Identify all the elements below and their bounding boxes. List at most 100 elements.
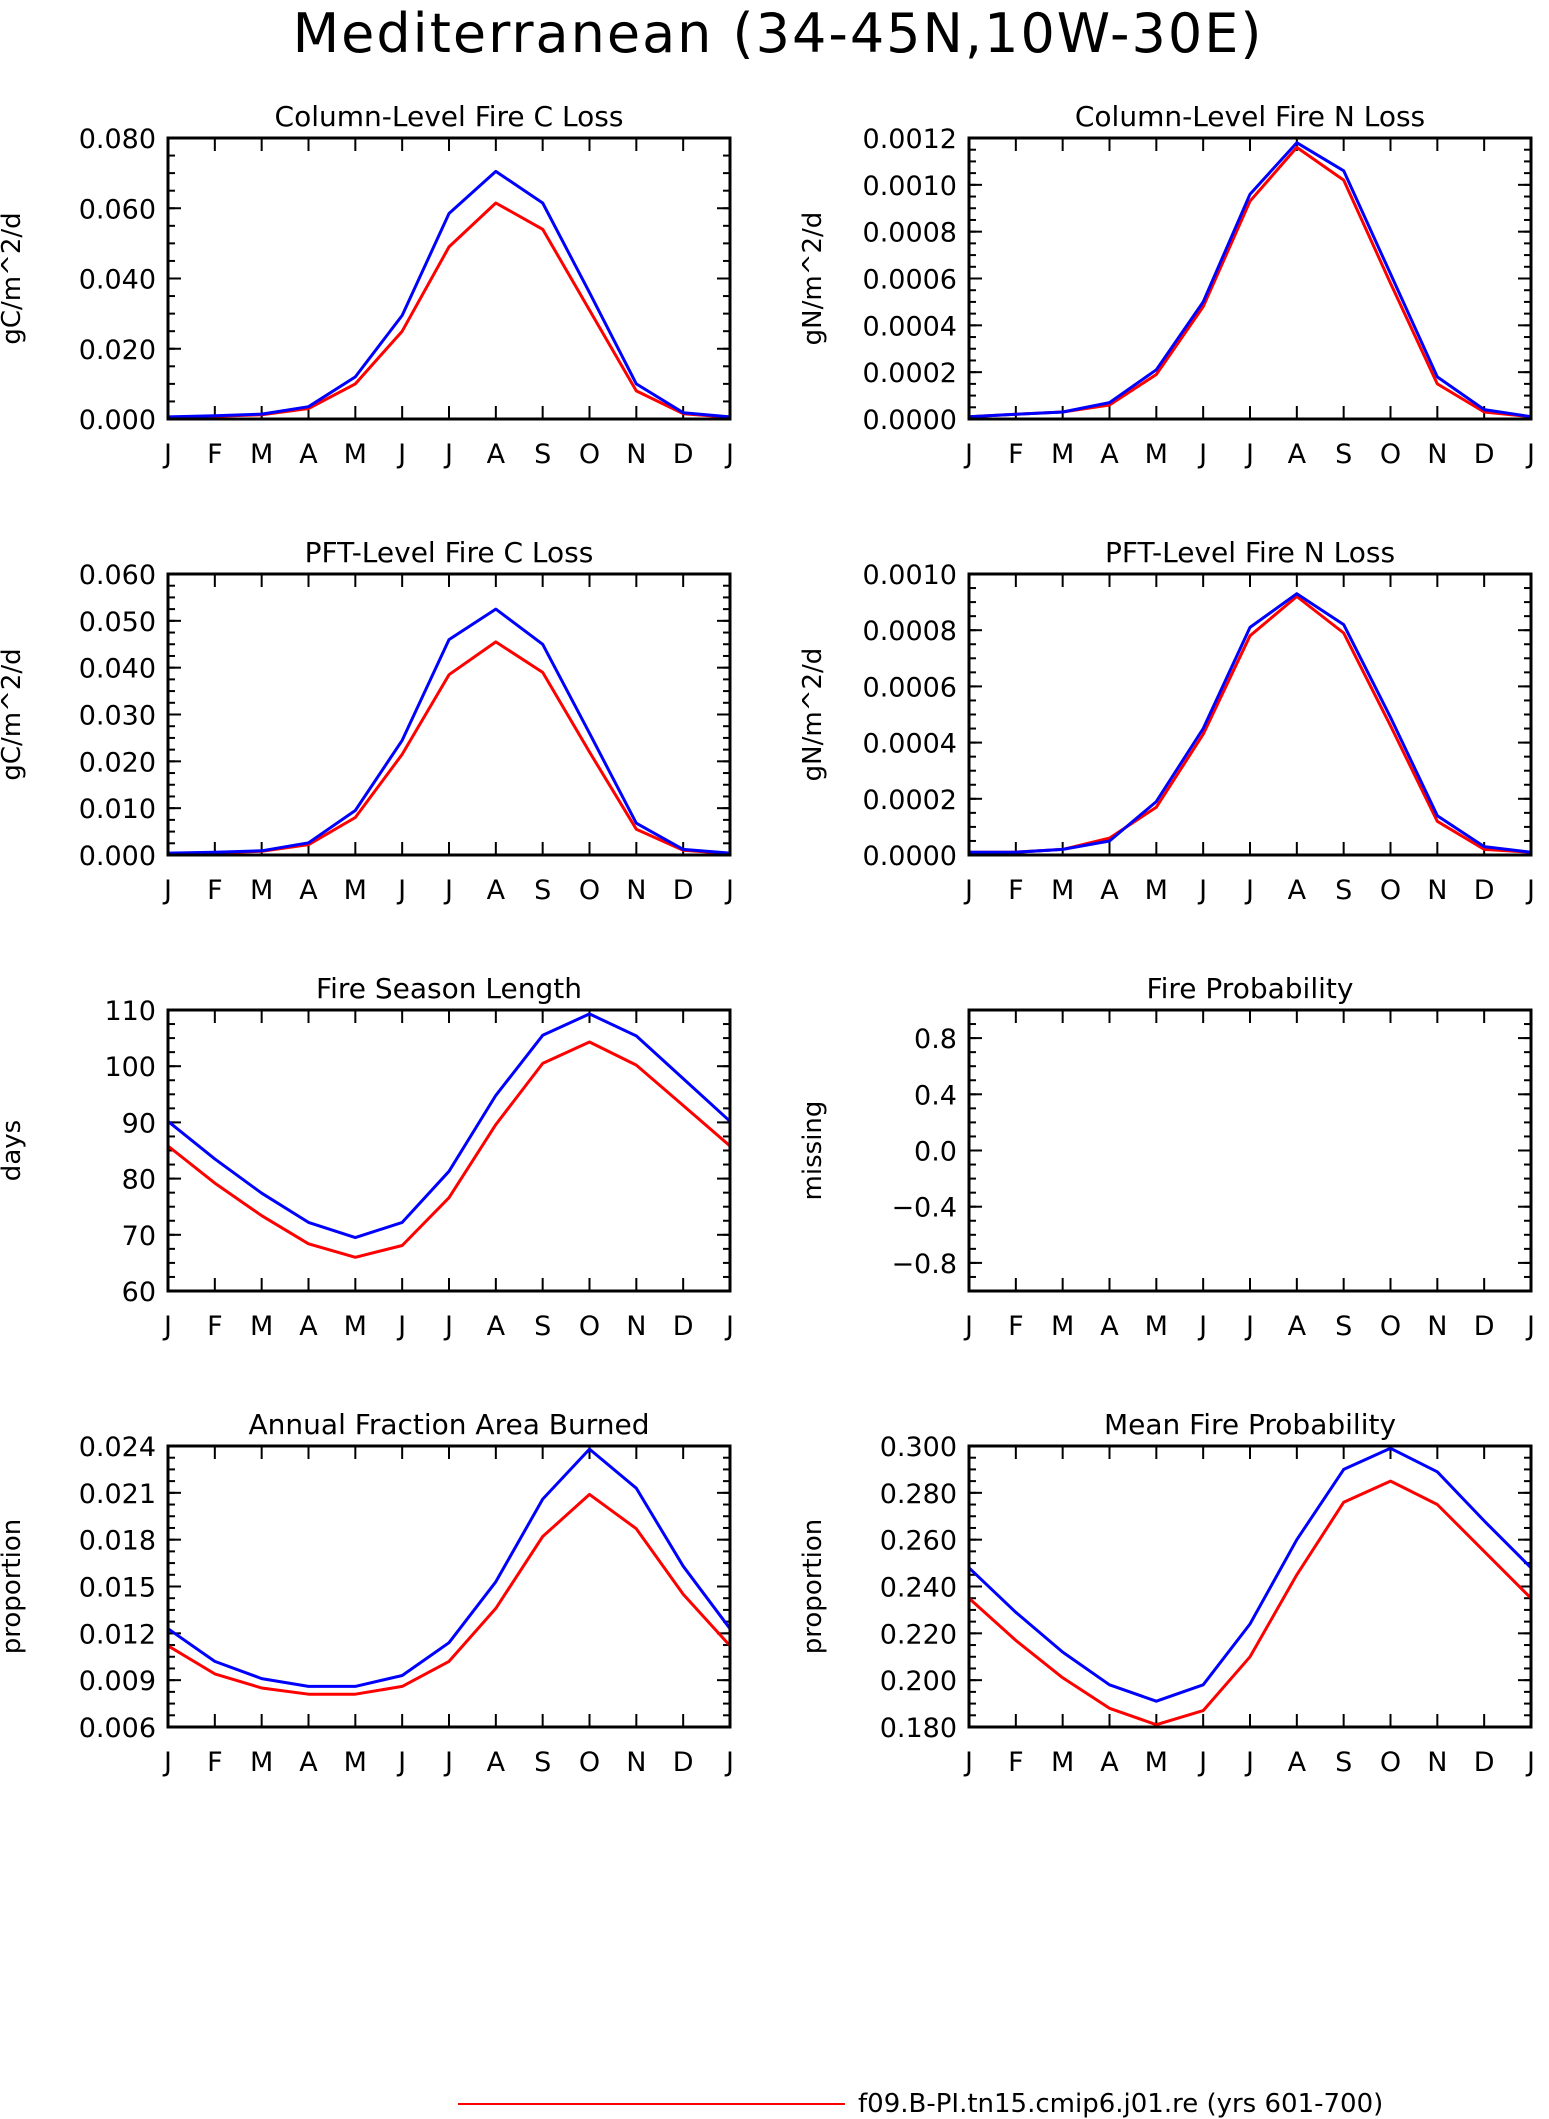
- panel-column-level-fire-c-loss-xtick-label: J: [396, 439, 406, 470]
- panel-fire-season-length-ytick-label: 70: [122, 1221, 156, 1252]
- panel-column-level-fire-n-loss-ytick-label: 0.0004: [863, 311, 957, 342]
- panel-annual-fraction-area-burned-ytick-label: 0.009: [79, 1666, 156, 1697]
- panel-pft-level-fire-c-loss-xtick-label: F: [207, 875, 223, 906]
- panel-fire-season-length-series-red: [167, 1040, 731, 1259]
- panel-annual-fraction-area-burned-xtick-label: M: [250, 1747, 273, 1778]
- panel-mean-fire-probability-xtick-label: J: [1525, 1747, 1535, 1778]
- panel-mean-fire-probability-xtick-label: J: [1244, 1747, 1254, 1778]
- panel-fire-season-length-ticks: [167, 1009, 731, 1292]
- panel-mean-fire-probability-ytick-label: 0.280: [880, 1479, 957, 1510]
- panel-mean-fire-probability-ytick-label: 0.220: [880, 1619, 957, 1650]
- panel-pft-level-fire-n-loss-xtick-label: S: [1335, 875, 1352, 906]
- panel-fire-season-length-xtick-label: D: [673, 1311, 694, 1342]
- panel-annual-fraction-area-burned-ytick-label: 0.006: [79, 1713, 156, 1744]
- panel-pft-level-fire-c-loss-ytick-label: 0.040: [79, 654, 156, 685]
- panel-fire-season-length-ytick-label: 110: [104, 996, 156, 1027]
- panel-pft-level-fire-c-loss-ytick-label: 0.060: [79, 560, 156, 591]
- panel-column-level-fire-n-loss-ytick-label: 0.0010: [863, 171, 957, 202]
- page-title: Mediterranean (34-45N,10W-30E): [293, 2, 1264, 65]
- panel-fire-probability-xtick-label: S: [1335, 1311, 1352, 1342]
- panel-column-level-fire-n-loss-xtick-label: M: [1145, 439, 1168, 470]
- panel-column-level-fire-c-loss-xtick-label: O: [579, 439, 600, 470]
- panel-column-level-fire-n-loss-xtick-label: S: [1335, 439, 1352, 470]
- panel-pft-level-fire-n-loss-title: PFT-Level Fire N Loss: [1105, 536, 1395, 569]
- panel-column-level-fire-n-loss-xtick-label: J: [1244, 439, 1254, 470]
- panel-annual-fraction-area-burned-xtick-label: M: [344, 1747, 367, 1778]
- panel-fire-season-length-xtick-label: F: [207, 1311, 223, 1342]
- panel-fire-season-length-xtick-label: J: [724, 1311, 734, 1342]
- panel-pft-level-fire-n-loss-xtick-label: J: [1525, 875, 1535, 906]
- panel-column-level-fire-c-loss-ytick-label: 0.040: [79, 265, 156, 296]
- panel-pft-level-fire-c-loss-xtick-label: O: [579, 875, 600, 906]
- panel-mean-fire-probability-xtick-label: S: [1335, 1747, 1352, 1778]
- panel-pft-level-fire-c-loss-xtick-label: N: [626, 875, 646, 906]
- panel-column-level-fire-c-loss-xtick-label: J: [162, 439, 172, 470]
- panel-pft-level-fire-n-loss-xtick-label: A: [1288, 875, 1307, 906]
- panel-pft-level-fire-n-loss-xtick-label: N: [1427, 875, 1447, 906]
- panel-pft-level-fire-n-loss-frame: [967, 572, 1533, 857]
- panel-pft-level-fire-n-loss-ytick-label: 0.0004: [863, 729, 957, 760]
- panel-pft-level-fire-c-loss-series-blue: [167, 607, 731, 855]
- panel-pft-level-fire-c-loss-ytick-label: 0.010: [79, 794, 156, 825]
- panel-column-level-fire-c-loss-xtick-label: A: [299, 439, 318, 470]
- panel-fire-season-length-ytick-label: 80: [122, 1165, 156, 1196]
- panel-annual-fraction-area-burned-ytick-label: 0.018: [79, 1526, 156, 1557]
- panel-fire-probability-ticks: [968, 1009, 1532, 1292]
- panel-pft-level-fire-c-loss-xtick-label: A: [487, 875, 506, 906]
- panel-fire-probability-xtick-label: D: [1474, 1311, 1495, 1342]
- panel-pft-level-fire-n-loss-series-red: [969, 595, 1532, 854]
- panel-mean-fire-probability-ytick-label: 0.200: [880, 1666, 957, 1697]
- panel-fire-season-length-ylabel: days: [0, 1120, 27, 1181]
- panel-mean-fire-probability-ytick-label: 0.300: [880, 1432, 957, 1463]
- panel-annual-fraction-area-burned-title: Annual Fraction Area Burned: [249, 1408, 650, 1441]
- panel-fire-season-length-xtick-label: A: [487, 1311, 506, 1342]
- panel-pft-level-fire-c-loss-xtick-label: A: [299, 875, 318, 906]
- panel-column-level-fire-c-loss-frame: [166, 136, 732, 421]
- panel-column-level-fire-n-loss-xtick-label: D: [1474, 439, 1495, 470]
- panel-mean-fire-probability-xtick-label: M: [1051, 1747, 1074, 1778]
- panel-fire-probability-xtick-label: A: [1100, 1311, 1119, 1342]
- panel-pft-level-fire-n-loss-xtick-label: J: [963, 875, 973, 906]
- panel-mean-fire-probability-xtick-label: F: [1008, 1747, 1024, 1778]
- panel-column-level-fire-n-loss-ylabel: gN/m^2/d: [798, 212, 828, 346]
- panel-column-level-fire-n-loss-xtick-label: M: [1051, 439, 1074, 470]
- panel-annual-fraction-area-burned-frame: [166, 1444, 732, 1729]
- panel-fire-probability-ytick-label: 0.8: [914, 1024, 957, 1055]
- panel-pft-level-fire-c-loss-ylabel: gC/m^2/d: [0, 648, 27, 780]
- panel-pft-level-fire-c-loss-frame: [166, 572, 732, 857]
- panel-column-level-fire-c-loss-ytick-label: 0.000: [79, 405, 156, 436]
- panel-mean-fire-probability-series-blue: [967, 1446, 1533, 1703]
- panel-column-level-fire-c-loss-xtick-label: S: [534, 439, 551, 470]
- panel-fire-probability-xtick-label: J: [1525, 1311, 1535, 1342]
- panel-fire-season-length-ytick-label: 90: [122, 1108, 156, 1139]
- panel-pft-level-fire-n-loss-ytick-label: 0.0010: [863, 560, 957, 591]
- panel-column-level-fire-n-loss-xtick-label: J: [963, 439, 973, 470]
- panel-column-level-fire-n-loss-ytick-label: 0.0012: [863, 124, 957, 155]
- panel-column-level-fire-c-loss-ytick-label: 0.020: [79, 335, 156, 366]
- panel-column-level-fire-n-loss-ytick-label: 0.0008: [863, 218, 957, 249]
- panel-fire-probability-frame: [967, 1008, 1533, 1293]
- panel-mean-fire-probability-xtick-label: A: [1288, 1747, 1307, 1778]
- panel-annual-fraction-area-burned-xtick-label: J: [724, 1747, 734, 1778]
- panel-pft-level-fire-n-loss-ytick-label: 0.0008: [863, 616, 957, 647]
- panel-pft-level-fire-c-loss-xtick-label: S: [534, 875, 551, 906]
- panel-mean-fire-probability-ytick-label: 0.260: [880, 1526, 957, 1557]
- panel-mean-fire-probability-xtick-label: D: [1474, 1747, 1495, 1778]
- panel-column-level-fire-n-loss-ytick-label: 0.0006: [863, 265, 957, 296]
- panel-pft-level-fire-n-loss-xtick-label: O: [1380, 875, 1401, 906]
- panel-column-level-fire-n-loss-xtick-label: F: [1008, 439, 1024, 470]
- panel-annual-fraction-area-burned-ytick-label: 0.015: [79, 1573, 156, 1604]
- panel-fire-probability-xtick-label: J: [1197, 1311, 1207, 1342]
- panel-column-level-fire-c-loss-xtick-label: M: [250, 439, 273, 470]
- panel-pft-level-fire-c-loss-xtick-label: D: [673, 875, 694, 906]
- panel-fire-season-length-xtick-label: M: [344, 1311, 367, 1342]
- panel-annual-fraction-area-burned-ytick-label: 0.024: [79, 1432, 156, 1463]
- panel-column-level-fire-n-loss-xtick-label: A: [1100, 439, 1119, 470]
